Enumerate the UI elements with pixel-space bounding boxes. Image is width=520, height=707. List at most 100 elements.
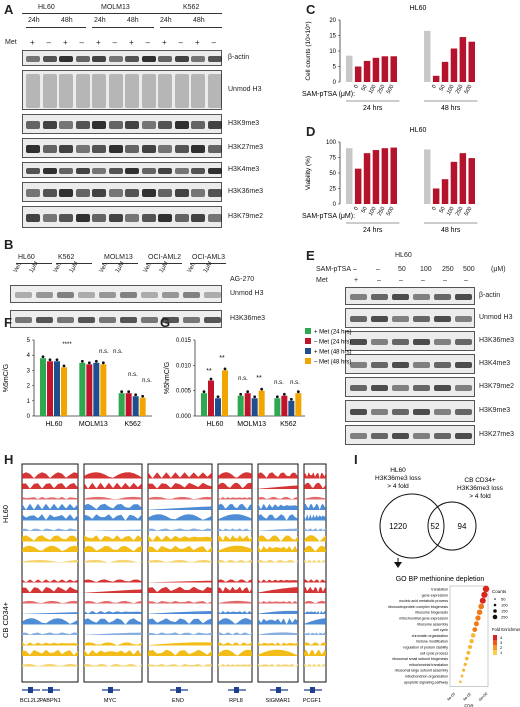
- venn-circle-right: [427, 501, 477, 551]
- band: [59, 145, 73, 153]
- dose-label: –: [376, 266, 380, 273]
- band: [455, 316, 472, 322]
- data-point: [80, 359, 84, 363]
- x-tick-label: 100: [368, 206, 378, 217]
- track-signal: [218, 535, 252, 542]
- band: [78, 317, 95, 323]
- x-axis-label: SAM-pTSA (μM):: [302, 213, 355, 220]
- track-signal: [218, 610, 252, 614]
- band: [59, 74, 73, 108]
- gene-exon: [234, 687, 239, 693]
- band: [207, 189, 222, 197]
- band: [455, 385, 472, 391]
- timepoint-label: 48h: [127, 17, 139, 24]
- bar: [93, 362, 100, 416]
- x-tick-label: 0: [353, 206, 360, 212]
- track-signal: [148, 632, 212, 635]
- track-signal: [218, 514, 252, 521]
- track-signal: [84, 632, 142, 635]
- timepoint-label: 24h: [28, 17, 40, 24]
- track-block: [21, 463, 79, 683]
- bar: [346, 148, 353, 204]
- legend-swatch: [305, 338, 311, 344]
- bar: [237, 395, 244, 416]
- bar: [258, 390, 265, 416]
- track-signal: [258, 496, 298, 500]
- significance-label: n.s.: [113, 349, 123, 355]
- dose-label: 100: [420, 266, 432, 273]
- track-signal: [22, 579, 78, 583]
- fdr-label: FDR: [464, 704, 474, 707]
- divider: [160, 27, 222, 28]
- significance-label: **: [219, 355, 225, 362]
- row-label: Unmod H3: [479, 314, 513, 321]
- track-signal: [22, 618, 78, 625]
- track-signal: [84, 618, 142, 625]
- go-term-label: ribosomal large subunit assembly: [395, 669, 449, 673]
- track-signal: [148, 535, 212, 542]
- track-signal: [84, 663, 142, 667]
- track-signal: [22, 559, 78, 563]
- band: [59, 213, 73, 223]
- x-tick-label: K562: [280, 421, 296, 428]
- bar: [381, 56, 389, 82]
- y-tick-label: 3: [27, 368, 31, 374]
- bar: [132, 396, 139, 416]
- band: [350, 362, 367, 368]
- band: [26, 145, 40, 153]
- blot-strip: [22, 162, 222, 178]
- track-signal: [84, 472, 142, 479]
- band: [26, 213, 40, 223]
- band: [108, 213, 123, 223]
- track-signal: [304, 610, 326, 614]
- y-tick-label: 0.005: [176, 389, 192, 395]
- bar: [47, 361, 53, 416]
- bar: [372, 57, 380, 82]
- track-signal: [84, 589, 142, 593]
- met-sign: +: [96, 38, 101, 47]
- band: [392, 316, 409, 322]
- row-label: H3K4me3: [228, 166, 260, 173]
- band: [350, 433, 367, 439]
- e-title: HL60: [395, 252, 412, 259]
- track-signal: [22, 483, 78, 489]
- panel-letter-h: H: [4, 452, 14, 467]
- go-term-label: ribosomal small subunit biogenesis: [392, 657, 448, 661]
- row-label: H3K36me3: [228, 188, 264, 195]
- track-signal: [258, 610, 298, 614]
- bar: [390, 147, 397, 204]
- track-signal: [258, 579, 298, 583]
- track-signal: [304, 664, 326, 667]
- gene-exon: [276, 687, 281, 693]
- significance-label: n.s.: [128, 372, 138, 378]
- track-signal: [84, 642, 142, 646]
- data-point: [48, 358, 52, 362]
- band: [42, 145, 57, 153]
- band: [120, 292, 137, 298]
- blot-strip: [345, 377, 475, 397]
- data-point: [289, 397, 293, 401]
- track-signal: [22, 514, 78, 521]
- data-point: [202, 390, 206, 394]
- band: [371, 433, 388, 439]
- track-signal: [218, 472, 252, 479]
- band: [174, 74, 189, 108]
- x-tick-label: MOLM13: [237, 421, 266, 428]
- legend-swatch: [493, 635, 497, 640]
- legend-label: 250: [501, 615, 508, 620]
- group-label: 24 hrs: [363, 105, 383, 112]
- gene-label: PCGF1: [303, 698, 321, 704]
- bar: [372, 150, 380, 204]
- track-signal: [22, 600, 78, 604]
- band: [125, 189, 139, 197]
- track-signal: [84, 559, 142, 563]
- track-signal: [258, 649, 298, 656]
- band: [392, 385, 409, 391]
- met-sign: –: [211, 38, 216, 47]
- track-signal: [84, 535, 142, 542]
- y-tick-label: 4: [27, 353, 31, 359]
- venn-right-label: CB CD34+: [464, 477, 495, 484]
- treatment-label: Veh: [186, 262, 198, 274]
- 5mc-chart: 0 1 2 3 4 5 %5mC/G HL60 MOLM13 K562 **** n.s. n.s. n.…: [3, 338, 152, 428]
- go-dot: [465, 656, 469, 661]
